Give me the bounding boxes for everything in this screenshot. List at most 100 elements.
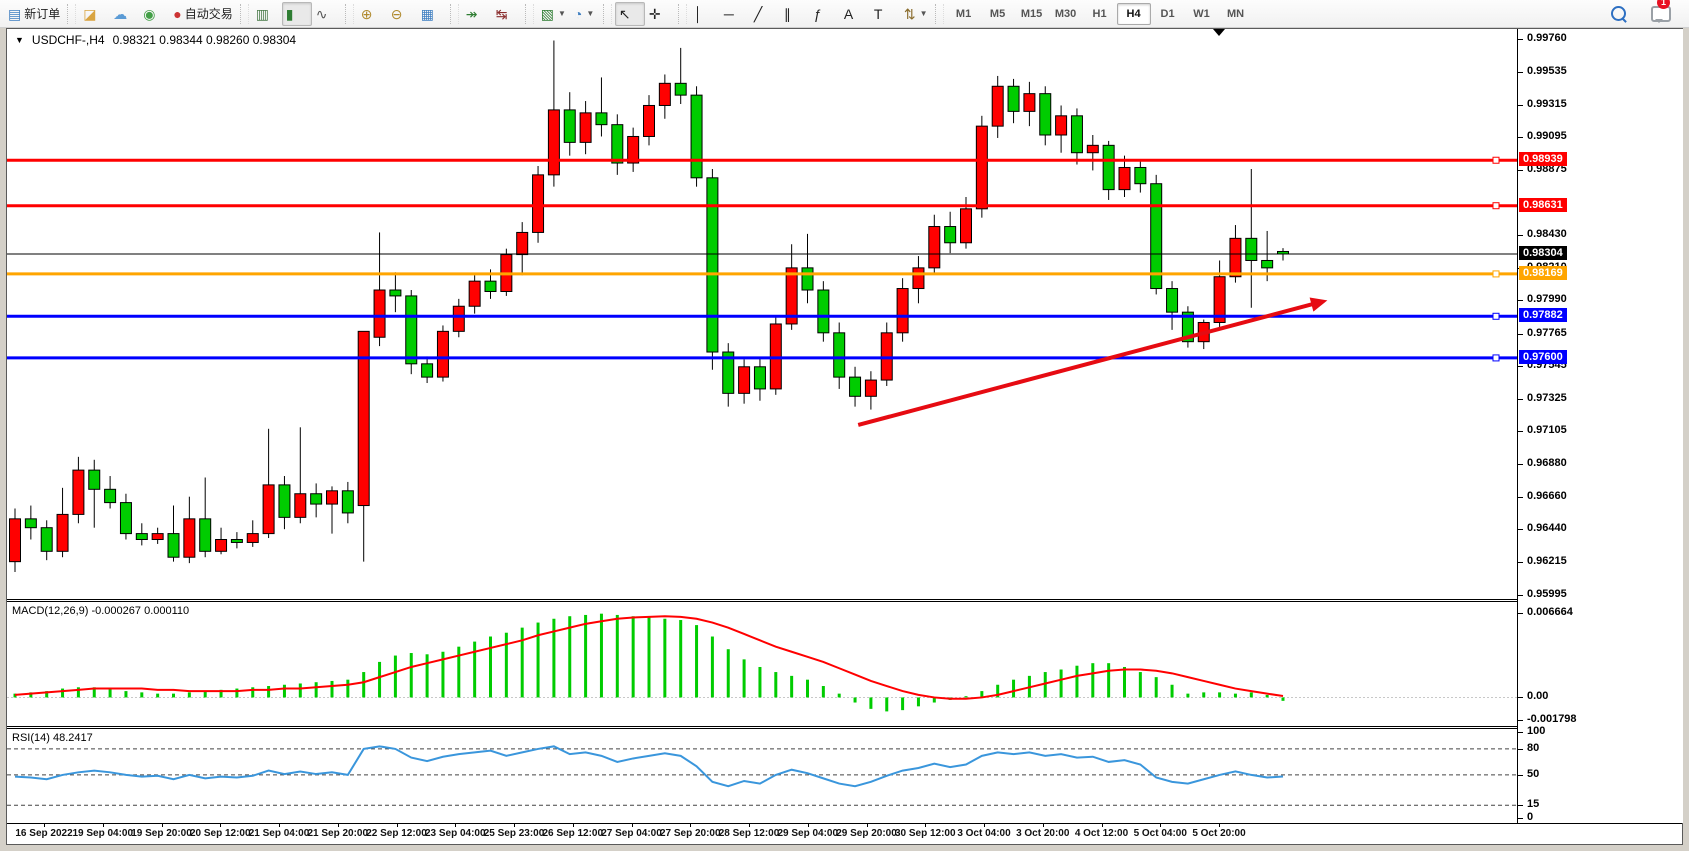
zoom-in-button[interactable]: ⊕	[357, 2, 387, 26]
arrows-icon: ⇅	[903, 5, 916, 22]
vline-button[interactable]: │	[690, 2, 720, 26]
crosshair-button[interactable]: ✛	[645, 2, 675, 26]
candle-up	[579, 112, 592, 143]
periods-icon: ◔	[573, 5, 583, 22]
level-price-tag[interactable]: 0.97882	[1519, 308, 1567, 323]
zoom-out-button[interactable]: ⊖	[387, 2, 417, 26]
candle-up	[643, 104, 655, 137]
candle-up	[547, 109, 560, 176]
price-axis-label: 0.99315	[1527, 97, 1567, 110]
timeframe-h4[interactable]: H4	[1116, 2, 1151, 25]
toolbar-separator	[449, 3, 459, 24]
line-chart-button[interactable]: ∿	[312, 2, 342, 26]
candle-down	[753, 366, 766, 390]
price-axis-label: 0.97765	[1527, 326, 1567, 339]
tile-windows-button[interactable]: ▦	[417, 2, 447, 26]
new-order-button-label: 新订单	[24, 7, 61, 21]
toolbar-separator	[239, 3, 249, 24]
line-handle	[1492, 270, 1500, 278]
candle-up	[1023, 93, 1036, 112]
candle-up	[1118, 166, 1131, 191]
axis-tick	[1518, 496, 1523, 498]
toolbar-separator	[677, 3, 687, 24]
highlighter-button[interactable]: ◪	[79, 2, 109, 26]
search-button[interactable]	[1607, 2, 1637, 26]
trendline-icon: ╱	[753, 5, 763, 22]
community-button[interactable]: ☁	[109, 2, 139, 26]
price-axis-label: 0.96440	[1527, 522, 1567, 535]
time-axis[interactable]: 16 Sep 2022 19 Sep 04:00 19 Sep 20:00 20 Se…	[7, 823, 1682, 844]
timeframe-m1[interactable]: M1	[955, 7, 972, 20]
candle-up	[151, 533, 164, 541]
rsi-chart-canvas[interactable]	[7, 729, 1517, 823]
candles	[9, 40, 1289, 572]
periods-button[interactable]: ◔ ▼	[570, 2, 600, 26]
level-price-tag[interactable]: 0.98631	[1519, 197, 1567, 212]
candle-up	[912, 267, 925, 290]
timeframe-h1[interactable]: H1	[1092, 7, 1107, 20]
panel-separator[interactable]	[7, 726, 1682, 729]
signals-button[interactable]: ◉	[139, 2, 169, 26]
autoscroll-button[interactable]: ↠	[462, 2, 492, 26]
trend-arrow[interactable]	[857, 297, 1328, 427]
candle-up	[246, 533, 259, 543]
new-order-button[interactable]: ▤ 新订单	[4, 2, 64, 26]
time-tick	[1219, 823, 1220, 827]
hline-button[interactable]: ─	[720, 2, 750, 26]
cursor-button[interactable]: ↖	[614, 1, 645, 26]
trendline-button[interactable]: ╱	[750, 2, 780, 26]
level-price-tag[interactable]: 0.98169	[1519, 265, 1567, 280]
autotrading-button[interactable]: ● 自动交易	[169, 2, 236, 26]
timeframe-m15[interactable]: M15	[1020, 7, 1043, 20]
time-tick	[44, 823, 45, 827]
timeframe-m30[interactable]: M30	[1054, 7, 1077, 20]
chevron-down-icon: ▼	[586, 9, 595, 18]
candle-up	[436, 330, 449, 378]
bar-chart-button[interactable]: ▥	[252, 2, 282, 26]
chat-button[interactable]: 1	[1647, 0, 1677, 26]
fibonacci-button[interactable]: ƒ	[810, 2, 840, 26]
candle-down	[484, 280, 497, 292]
horizontal-lines[interactable]	[7, 156, 1517, 362]
timeframe-m5[interactable]: M5	[989, 7, 1006, 20]
axis-tick	[1518, 464, 1523, 466]
highlighter-icon: ◪	[83, 5, 97, 22]
candle-down	[135, 533, 148, 541]
price-axis-label: 0.96660	[1527, 489, 1567, 502]
macd-chart-canvas[interactable]	[7, 602, 1517, 726]
candle-up	[864, 379, 877, 397]
panel-separator[interactable]	[7, 599, 1682, 602]
timeframe-mn[interactable]: MN	[1226, 7, 1245, 20]
timeframe-w1[interactable]: W1	[1193, 7, 1210, 20]
axis-tick	[1518, 720, 1523, 722]
candle-up	[928, 226, 941, 269]
new-chart-button[interactable]: ▧ ▼	[537, 2, 570, 26]
axis-tick	[1518, 398, 1523, 400]
level-price-tag[interactable]: 0.98939	[1519, 152, 1567, 167]
timeframe-d1[interactable]: D1	[1160, 7, 1175, 20]
price-chart-canvas[interactable]	[7, 29, 1517, 599]
candle-down	[674, 82, 687, 96]
macd-histogram	[13, 613, 1285, 712]
axis-tick	[1518, 529, 1523, 531]
candle-up	[738, 366, 751, 394]
level-price-tag[interactable]: 0.97600	[1519, 349, 1567, 364]
time-tick	[690, 823, 692, 827]
axis-tick	[1518, 235, 1523, 237]
time-axis-label: 4 Oct 12:00	[1074, 828, 1129, 839]
price-axis[interactable]: 0.99760 0.99535 0.99315 0.99095 0.98875 0.984…	[1517, 29, 1683, 823]
arrows-button[interactable]: ⇅ ▼	[900, 2, 932, 26]
candlestick-button[interactable]: ▮	[281, 1, 312, 26]
rsi-panel: RSI(14) 48.2417	[7, 729, 1517, 823]
current-price-price-tag[interactable]: 0.98304	[1519, 245, 1567, 260]
time-axis-label: 25 Sep 23:00	[483, 828, 545, 839]
axis-tick	[1518, 748, 1523, 750]
channel-button[interactable]: ∥	[780, 2, 810, 26]
label-icon: T	[873, 5, 883, 22]
candle-down	[1134, 166, 1147, 185]
symbol-dropdown-icon[interactable]: ▼	[15, 35, 24, 45]
label-button[interactable]: T	[870, 2, 900, 26]
chart-shift-button[interactable]: ↹	[492, 2, 522, 26]
text-button[interactable]: A	[840, 2, 870, 26]
zoom-out-icon: ⊖	[390, 5, 403, 22]
